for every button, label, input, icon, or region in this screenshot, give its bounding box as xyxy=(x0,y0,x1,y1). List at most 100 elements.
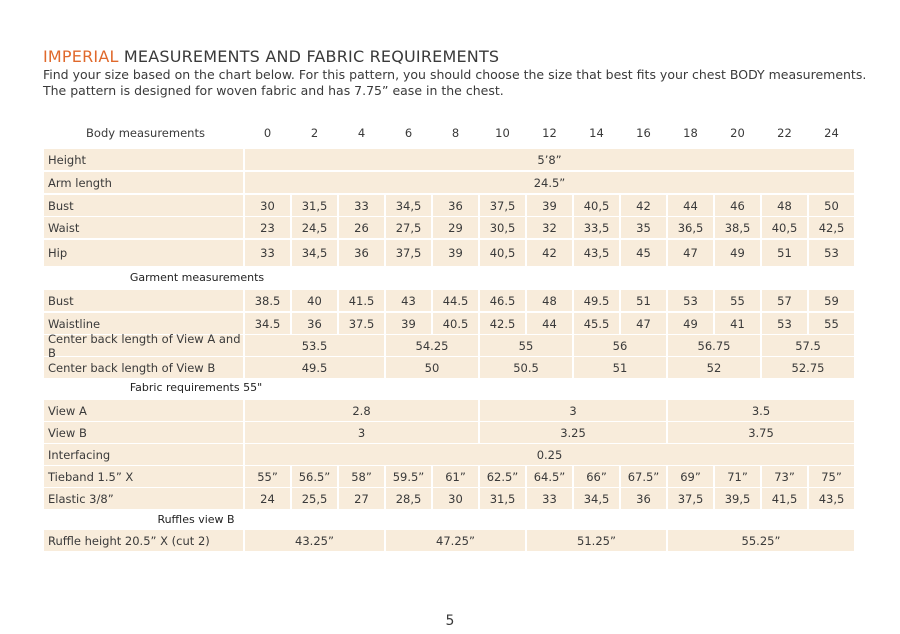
value-cell: 42.5 xyxy=(480,313,525,334)
value-cell: 55” xyxy=(245,466,290,487)
value-cell: 50 xyxy=(386,357,478,378)
value-cell: 37,5 xyxy=(386,240,431,266)
header-label: Body measurements xyxy=(86,126,205,140)
row-label: Hip xyxy=(44,240,243,266)
value-cell: 71” xyxy=(715,466,760,487)
value-cell: 73” xyxy=(762,466,807,487)
value-cell: 55.25” xyxy=(668,530,854,551)
size-header: 24 xyxy=(824,126,839,140)
value-cell: 52 xyxy=(668,357,760,378)
value-cell: 47 xyxy=(668,240,713,266)
value-cell: 59.5” xyxy=(386,466,431,487)
value-cell: 51 xyxy=(762,240,807,266)
value-cell: 33 xyxy=(245,240,290,266)
value-cell: 55 xyxy=(480,335,572,356)
value-cell: 24.5” xyxy=(245,172,854,193)
row-label: Interfacing xyxy=(44,444,243,465)
value-cell: 36 xyxy=(292,313,337,334)
value-cell: 75” xyxy=(809,466,854,487)
section-title: Ruffles view B xyxy=(157,512,235,526)
value-cell: 37,5 xyxy=(480,195,525,216)
value-cell: 3.75 xyxy=(668,422,854,443)
value-cell: 41,5 xyxy=(762,488,807,509)
value-cell: 45 xyxy=(621,240,666,266)
value-cell: 37.5 xyxy=(339,313,384,334)
value-cell: 53 xyxy=(809,240,854,266)
value-cell: 42 xyxy=(527,240,572,266)
row-label: Bust xyxy=(44,290,243,311)
value-cell: 40.5 xyxy=(433,313,478,334)
value-cell: 56 xyxy=(574,335,666,356)
value-cell: 24,5 xyxy=(292,217,337,238)
row-label: Waistline xyxy=(44,313,243,334)
value-cell: 47 xyxy=(621,313,666,334)
intro-line: The pattern is designed for woven fabric… xyxy=(43,83,504,98)
row-label: Center back length of View A and B xyxy=(44,332,243,360)
value-cell: 3.5 xyxy=(668,400,854,421)
value-cell: 43 xyxy=(386,290,431,311)
size-header: 22 xyxy=(777,126,792,140)
value-cell: 48 xyxy=(762,195,807,216)
value-cell: 59 xyxy=(809,290,854,311)
value-cell: 46.5 xyxy=(480,290,525,311)
value-cell: 49 xyxy=(715,240,760,266)
value-cell: 56.75 xyxy=(668,335,760,356)
value-cell: 26 xyxy=(339,217,384,238)
value-cell: 0.25 xyxy=(245,444,854,465)
row-label: Bust xyxy=(44,195,243,216)
value-cell: 49.5 xyxy=(245,357,384,378)
value-cell: 36 xyxy=(621,488,666,509)
size-header: 2 xyxy=(310,126,319,140)
value-cell: 28,5 xyxy=(386,488,431,509)
value-cell: 51.25” xyxy=(527,530,666,551)
value-cell: 36 xyxy=(339,240,384,266)
value-cell: 69” xyxy=(668,466,713,487)
size-header: 20 xyxy=(730,126,745,140)
size-header: 10 xyxy=(495,126,510,140)
value-cell: 42 xyxy=(621,195,666,216)
value-cell: 39 xyxy=(527,195,572,216)
value-cell: 36,5 xyxy=(668,217,713,238)
value-cell: 2.8 xyxy=(245,400,478,421)
value-cell: 40,5 xyxy=(762,217,807,238)
value-cell: 25,5 xyxy=(292,488,337,509)
section-title: Garment measurements xyxy=(129,270,265,284)
value-cell: 24 xyxy=(245,488,290,509)
value-cell: 57 xyxy=(762,290,807,311)
value-cell: 39,5 xyxy=(715,488,760,509)
value-cell: 43,5 xyxy=(809,488,854,509)
value-cell: 48 xyxy=(527,290,572,311)
value-cell: 34,5 xyxy=(386,195,431,216)
value-cell: 27,5 xyxy=(386,217,431,238)
value-cell: 40 xyxy=(292,290,337,311)
row-label: Ruffle height 20.5” X (cut 2) xyxy=(44,530,243,551)
value-cell: 31,5 xyxy=(292,195,337,216)
size-header: 0 xyxy=(263,126,272,140)
value-cell: 55 xyxy=(809,313,854,334)
row-label: Center back length of View B xyxy=(44,357,243,378)
value-cell: 50 xyxy=(809,195,854,216)
value-cell: 35 xyxy=(621,217,666,238)
value-cell: 50.5 xyxy=(480,357,572,378)
value-cell: 51 xyxy=(621,290,666,311)
value-cell: 41.5 xyxy=(339,290,384,311)
value-cell: 31,5 xyxy=(480,488,525,509)
value-cell: 39 xyxy=(386,313,431,334)
value-cell: 49.5 xyxy=(574,290,619,311)
size-header: 16 xyxy=(636,126,651,140)
value-cell: 64.5” xyxy=(527,466,572,487)
value-cell: 34.5 xyxy=(245,313,290,334)
value-cell: 55 xyxy=(715,290,760,311)
row-label: Tieband 1.5” X xyxy=(44,466,243,487)
value-cell: 44 xyxy=(527,313,572,334)
value-cell: 30 xyxy=(245,195,290,216)
value-cell: 38,5 xyxy=(715,217,760,238)
page-number: 5 xyxy=(445,613,455,629)
value-cell: 58” xyxy=(339,466,384,487)
title: IMPERIAL MEASUREMENTS AND FABRIC REQUIRE… xyxy=(43,47,499,66)
value-cell: 36 xyxy=(433,195,478,216)
value-cell: 62.5” xyxy=(480,466,525,487)
value-cell: 57.5 xyxy=(762,335,854,356)
value-cell: 5’8” xyxy=(245,149,854,170)
value-cell: 53 xyxy=(762,313,807,334)
